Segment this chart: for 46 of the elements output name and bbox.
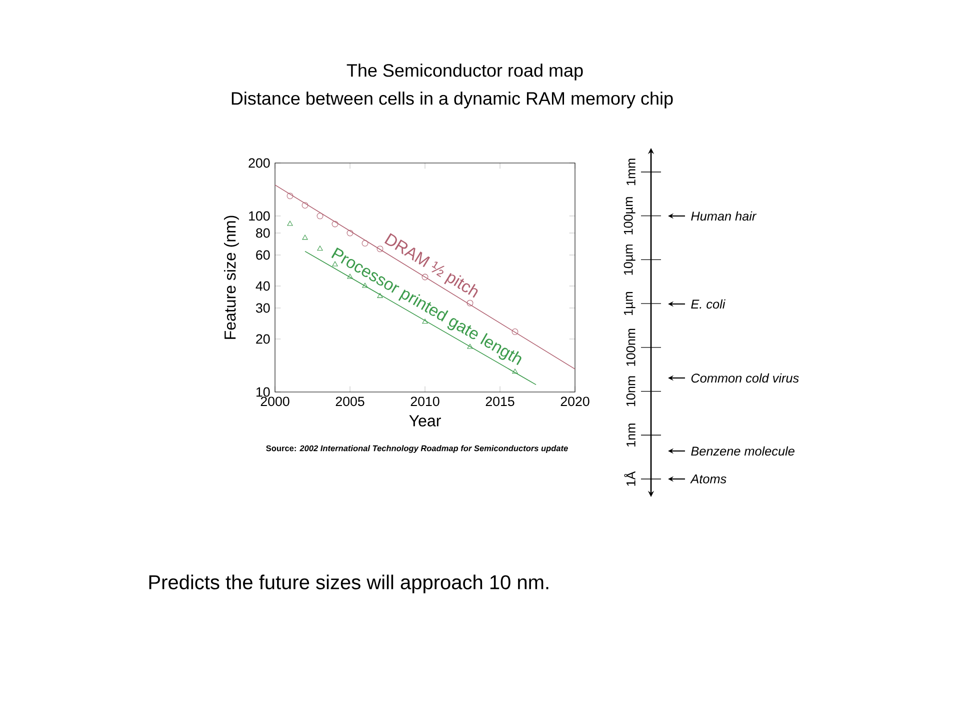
text: Common cold virus <box>691 373 799 383</box>
y-tick-label: 40 <box>256 281 270 291</box>
category-label: 1nm <box>626 424 636 447</box>
category-label: 10nm <box>626 376 636 406</box>
category-label: 1mm <box>626 158 636 186</box>
category-label: 1Å <box>624 471 636 486</box>
point <box>332 220 338 228</box>
text: Predicts the future sizes will approach 10 nm. <box>149 574 548 594</box>
y-tick-label: 80 <box>256 228 270 238</box>
x-axis-title: Year <box>409 415 441 426</box>
point <box>287 220 293 226</box>
text: Benzene molecule <box>691 446 794 456</box>
point <box>422 274 428 280</box>
point <box>362 240 368 246</box>
point <box>317 246 323 251</box>
text: Atoms <box>690 474 726 484</box>
x-tick-label: 2010 <box>410 396 440 406</box>
point <box>302 202 308 208</box>
category-label: 100µm <box>624 197 636 234</box>
x-tick-label: 2005 <box>336 396 364 406</box>
x-tick-label: 2020 <box>560 396 590 406</box>
chart-subtitle: Distance between cells in a dynamic RAM memory chip <box>232 92 673 108</box>
point <box>512 368 518 374</box>
y-tick-label: 60 <box>256 250 270 260</box>
y-axis-title: Feature size (nm) <box>224 216 239 339</box>
y-tick-label: 100 <box>249 211 270 221</box>
category-label: 1µm <box>624 292 636 316</box>
x-tick-label: 2015 <box>486 396 514 406</box>
category-label: 100nm <box>626 328 636 366</box>
text: E. coli <box>691 299 726 309</box>
source-note: Source: 2002 International Technology Roadmap for Semiconductors update <box>266 445 568 453</box>
y-tick-label: 10 <box>256 387 270 397</box>
point <box>466 300 474 306</box>
point <box>316 212 324 220</box>
x-tick-label: 2000 <box>260 396 290 406</box>
point <box>302 234 308 240</box>
y-tick-label: 30 <box>256 303 270 313</box>
y-tick-label: 20 <box>256 334 270 344</box>
point <box>467 344 473 349</box>
chart-title: The Semiconductor road map <box>346 64 583 80</box>
y-tick-label: 200 <box>248 158 270 168</box>
point <box>286 192 294 200</box>
point <box>346 230 354 236</box>
text: Human hair <box>691 211 757 221</box>
category-label: 10µm <box>624 244 636 275</box>
point <box>377 293 383 298</box>
